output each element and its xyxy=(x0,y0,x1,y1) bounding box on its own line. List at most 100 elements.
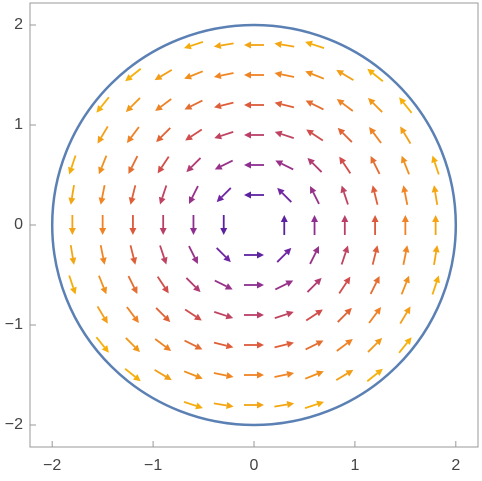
vector-arrow xyxy=(368,307,382,324)
x-tick-label: 2 xyxy=(451,457,460,474)
arrow-shaft xyxy=(274,343,288,349)
arrow-head xyxy=(373,276,380,284)
arrow-shaft xyxy=(398,342,408,354)
vector-arrow xyxy=(95,336,109,353)
arrow-head xyxy=(257,401,264,409)
vector-arrow xyxy=(188,245,198,264)
arrow-head xyxy=(257,341,264,349)
arrow-head xyxy=(432,215,440,222)
vector-arrow xyxy=(305,40,325,50)
vector-arrow xyxy=(216,247,231,263)
arrow-head xyxy=(225,372,234,380)
vector-arrow xyxy=(96,96,110,113)
arrow-head xyxy=(286,370,295,378)
arrow-shaft xyxy=(342,132,353,143)
vector-arrow xyxy=(370,185,379,205)
vector-arrow xyxy=(337,127,353,143)
vector-arrow xyxy=(432,215,440,235)
vector-arrow xyxy=(274,280,294,291)
vector-arrow xyxy=(185,128,203,141)
arrow-head xyxy=(286,310,294,318)
arrow-head xyxy=(101,315,108,324)
vector-arrow xyxy=(154,338,172,351)
arrow-shaft xyxy=(213,310,227,317)
vector-arrow xyxy=(244,371,264,379)
arrow-head xyxy=(339,156,347,165)
arrow-shaft xyxy=(400,281,408,295)
arrow-shaft xyxy=(341,72,354,81)
arrow-shaft xyxy=(433,161,440,175)
arrow-head xyxy=(159,228,167,235)
arrow-head xyxy=(130,257,138,265)
vector-arrow xyxy=(244,251,264,259)
arrow-head xyxy=(274,100,283,108)
vector-arrow xyxy=(216,187,232,203)
vector-arrow xyxy=(183,40,204,50)
vector-arrow xyxy=(98,155,108,175)
arrow-head xyxy=(101,345,109,353)
arrow-shaft xyxy=(216,247,227,258)
plot-frame xyxy=(29,2,479,448)
vector-arrow xyxy=(369,127,382,144)
arrow-shaft xyxy=(403,191,409,205)
vector-arrow xyxy=(185,277,201,293)
vector-arrow xyxy=(156,276,169,294)
vector-arrow xyxy=(213,310,234,320)
arrow-head xyxy=(213,42,222,49)
vector-arrow xyxy=(431,275,440,295)
vector-arrow xyxy=(68,275,77,295)
vector-arrow xyxy=(68,215,76,235)
arrow-shaft xyxy=(126,306,136,318)
vector-arrow xyxy=(125,97,141,113)
arrow-shaft xyxy=(311,102,324,111)
vector-arrow xyxy=(213,341,234,350)
arrow-head xyxy=(310,186,317,194)
arrow-shaft xyxy=(160,69,173,78)
arrow-shaft xyxy=(101,185,106,199)
arrow-head xyxy=(183,42,192,50)
vector-arrow xyxy=(128,155,139,174)
arrow-shaft xyxy=(311,43,325,50)
arrow-head xyxy=(156,134,164,143)
arrow-shaft xyxy=(312,191,320,205)
arrow-head xyxy=(341,215,349,222)
arrow-head xyxy=(100,286,108,295)
vector-arrow xyxy=(213,372,234,380)
arrow-head xyxy=(161,285,169,294)
arrow-head xyxy=(129,228,137,235)
arrow-shaft xyxy=(403,131,412,145)
arrow-shaft xyxy=(70,155,77,169)
arrow-shaft xyxy=(311,73,325,80)
arrow-head xyxy=(312,246,320,254)
vector-arrow xyxy=(156,127,171,143)
x-tick-label: 1 xyxy=(350,457,359,474)
arrow-shaft xyxy=(372,102,383,113)
arrow-head xyxy=(305,100,314,107)
arrow-shaft xyxy=(311,162,323,173)
vector-arrow xyxy=(371,245,380,265)
arrow-head xyxy=(188,196,196,204)
vector-arrow xyxy=(158,185,168,205)
arrow-head xyxy=(125,74,133,82)
arrow-shaft xyxy=(341,102,354,112)
vector-arrow xyxy=(274,401,295,408)
y-tick-label: 2 xyxy=(14,16,23,33)
vector-arrow xyxy=(274,41,295,48)
arrow-head xyxy=(224,283,233,290)
arrow-head xyxy=(399,97,407,105)
arrow-head xyxy=(315,340,324,347)
arrow-shaft xyxy=(372,72,384,82)
vector-arrow xyxy=(214,159,234,170)
vector-arrow xyxy=(188,185,199,204)
arrow-shaft xyxy=(154,369,167,378)
arrow-head xyxy=(336,69,345,77)
arrow-head xyxy=(184,103,193,110)
vector-arrow xyxy=(280,215,288,235)
vector-arrow xyxy=(155,98,172,111)
arrow-shaft xyxy=(276,252,288,263)
arrow-head xyxy=(432,245,440,253)
arrow-head xyxy=(286,340,294,348)
vector-arrow xyxy=(68,184,76,205)
arrow-shaft xyxy=(160,127,171,138)
vector-arrow xyxy=(399,306,411,325)
